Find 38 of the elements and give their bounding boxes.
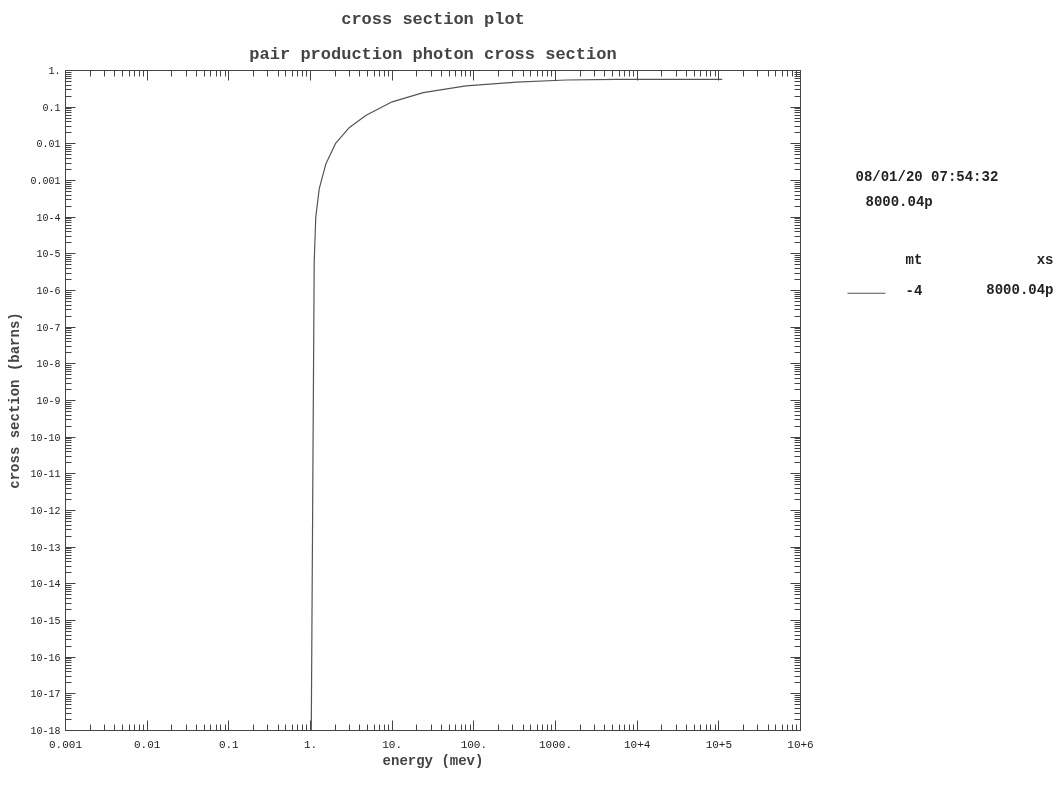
x-tick-label: 10+5 [705,738,733,751]
y-tick-label: 10-14 [30,579,61,591]
y-tick-label: 0.001 [30,176,61,187]
x-tick-label: 10. [382,738,403,751]
y-tick-label: 10-5 [36,249,61,261]
x-tick-label: 0.1 [218,738,240,751]
y-tick-label: 10-6 [36,286,61,297]
chart-subtitle: pair production photon cross section [249,44,617,64]
y-tick-label: 0.1 [42,102,61,114]
legend-label: -4 [905,282,923,299]
x-tick-label: 10+6 [787,738,814,751]
x-tick-label: 1000. [539,738,573,751]
x-tick-label: 1. [303,738,318,751]
y-tick-label: 10-8 [36,359,61,371]
y-tick-label: 1. [48,66,61,77]
y-tick-label: 10-13 [30,542,61,554]
y-tick-label: 10-12 [30,506,61,517]
y-tick-label: 10-9 [36,396,61,407]
text: 8000.04p [865,193,933,210]
x-tick-label: 10+4 [623,738,651,751]
text: xs [1036,252,1054,269]
legend-title: mt [905,252,923,269]
x-tick-label: 0.01 [133,738,161,751]
y-tick-label: 0.01 [36,139,61,151]
y-axis-title: cross section (barns) [7,312,24,489]
y-tick-label: 10-16 [30,652,61,664]
y-tick-label: 10-10 [30,432,61,444]
y-tick-label: 10-15 [30,616,61,627]
y-tick-label: 10-18 [30,726,61,737]
text: 08/01/20 07:54:32 [855,168,999,185]
y-tick-label: 10-11 [30,469,61,481]
x-axis-title: energy (mev) [382,752,484,769]
chart-title: cross section plot [341,9,525,29]
y-tick-label: 10-7 [36,322,61,334]
y-tick-label: 10-17 [30,689,61,701]
y-tick-label: 10-4 [36,212,61,224]
text: 8000.04p [986,281,1054,298]
x-tick-label: 100. [460,738,488,751]
